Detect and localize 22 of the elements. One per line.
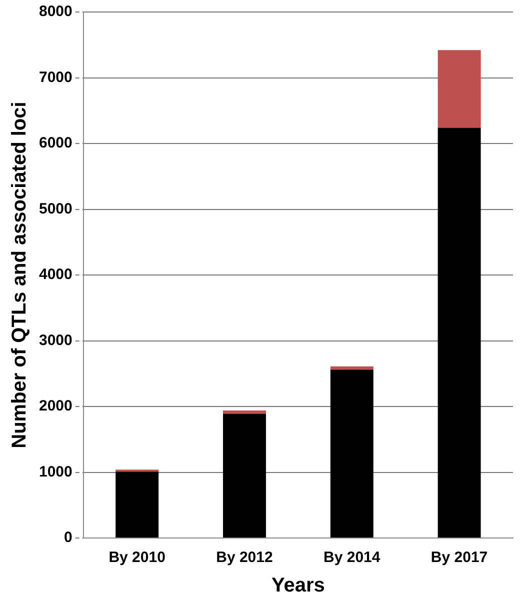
bar	[223, 410, 266, 414]
y-tick-label: 1000	[38, 463, 72, 480]
x-tick-label: By 2010	[108, 549, 166, 566]
bar	[330, 370, 374, 538]
y-tick-label: 6000	[38, 134, 72, 152]
x-axis-title: Years	[271, 574, 325, 597]
x-tick-label: By 2017	[430, 549, 488, 566]
bar	[438, 50, 481, 128]
bar	[438, 128, 481, 538]
y-tick-label: 4000	[38, 266, 72, 284]
x-tick-label: By 2012	[216, 549, 273, 566]
bar	[116, 472, 159, 538]
bar	[330, 366, 374, 370]
y-tick-label: 0	[64, 529, 72, 546]
y-tick-label: 2000	[38, 398, 72, 415]
y-tick-label: 8000	[38, 3, 72, 20]
x-tick-label: By 2014	[324, 549, 381, 566]
y-tick-label: 7000	[38, 68, 72, 86]
y-axis-title: Number of QTLs and associated loci	[8, 102, 31, 448]
y-tick-label: 5000	[38, 200, 72, 218]
bar	[223, 414, 266, 538]
y-tick-label: 3000	[38, 332, 72, 349]
